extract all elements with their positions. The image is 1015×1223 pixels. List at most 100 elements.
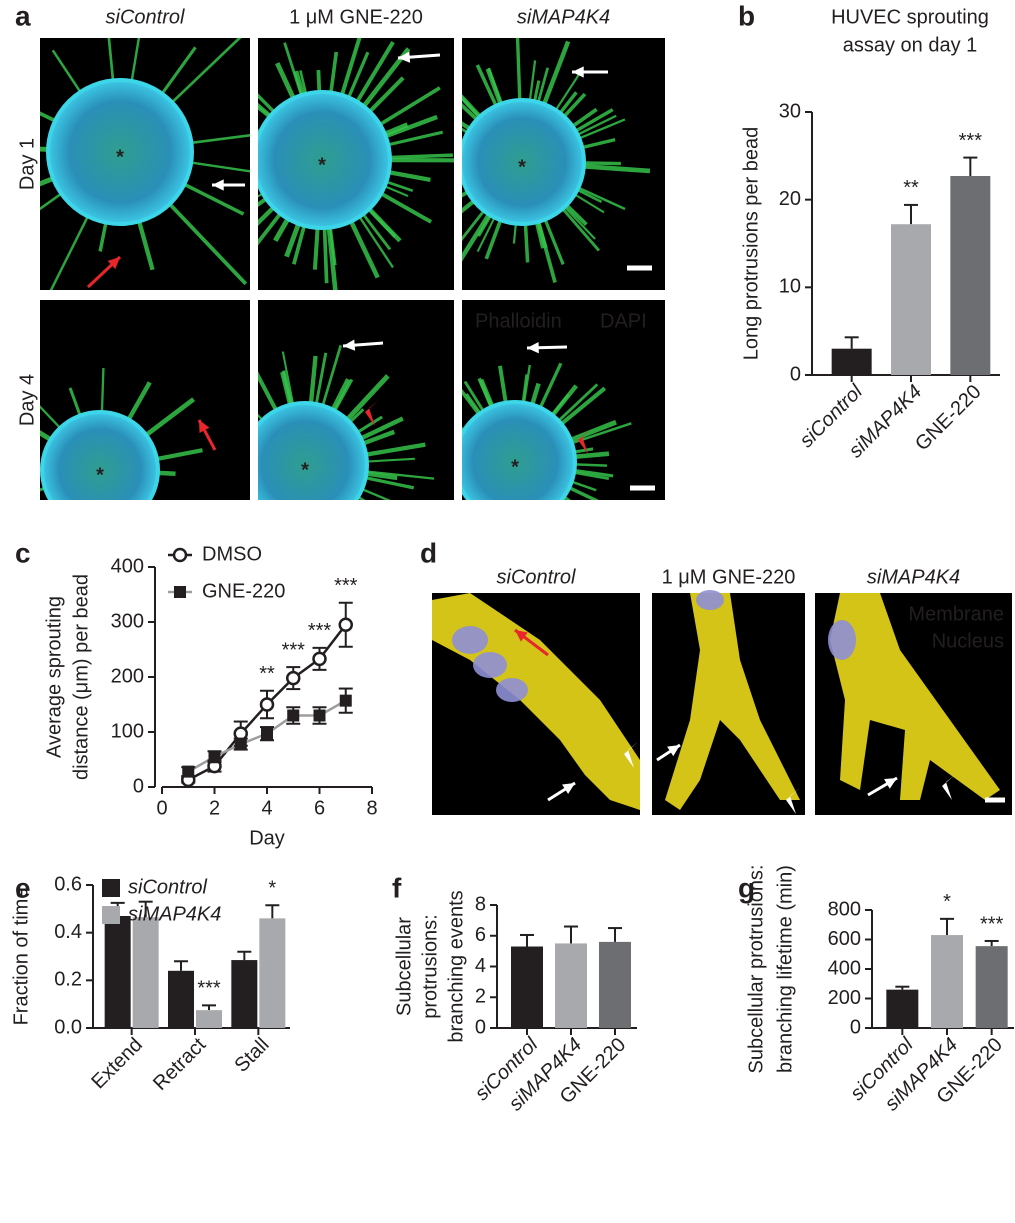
row-label: Day 4 (16, 374, 38, 426)
sprout (258, 102, 272, 117)
y-tick-label: 0 (133, 775, 144, 797)
sprout (436, 503, 471, 536)
sprout (230, 508, 260, 536)
sprout (443, 510, 479, 558)
sprout (557, 383, 599, 422)
bar (196, 1010, 222, 1028)
sprout (340, 38, 362, 96)
legend-swatch (102, 906, 120, 924)
sprout (219, 501, 255, 527)
sprout (484, 219, 503, 260)
stain-label: Phalloidin (475, 310, 562, 332)
point (339, 694, 352, 707)
sprout (522, 364, 531, 403)
arrow-head (199, 420, 210, 433)
bar (168, 970, 194, 1028)
arrow-head (572, 66, 584, 78)
point (338, 617, 353, 632)
panel-letter: g (738, 872, 755, 903)
arrow-head (343, 339, 356, 351)
sprout (345, 513, 360, 531)
arrow-head (527, 342, 539, 354)
column-title: siControl (106, 6, 185, 28)
point (259, 697, 275, 712)
arrow-head (107, 257, 120, 270)
sprout (40, 192, 63, 211)
sprout (258, 105, 271, 119)
y-tick-label: 600 (828, 928, 861, 950)
y-axis-label: Average sprouting (43, 596, 65, 758)
sprout (485, 67, 503, 105)
sprout (563, 206, 596, 240)
micrograph-content (436, 362, 632, 570)
panel-letter: a (15, 0, 31, 31)
sprout (281, 351, 295, 405)
panel-letter: c (15, 537, 31, 568)
significance: *** (308, 620, 332, 642)
sprout (358, 216, 394, 269)
bar (931, 935, 963, 1028)
arrowhead (624, 742, 638, 768)
sprout (556, 506, 588, 540)
sprout (550, 384, 578, 417)
sprout (324, 524, 334, 557)
sprout (326, 227, 338, 290)
sprout (347, 51, 370, 99)
y-axis-label: distance (μm) per bead (70, 574, 92, 780)
sprout (284, 222, 301, 258)
sprout (321, 525, 336, 581)
sprout (273, 217, 291, 242)
sprout (498, 365, 508, 404)
sprout (561, 501, 577, 515)
point (234, 738, 247, 751)
bar (831, 348, 872, 375)
bead-marker: * (511, 456, 519, 478)
point (287, 709, 300, 722)
sprout (362, 213, 392, 251)
sprout (554, 71, 582, 111)
bead (46, 78, 194, 226)
arrowhead (786, 788, 800, 814)
panel-letter: d (420, 537, 437, 568)
significance: ** (903, 177, 919, 199)
chart-title: HUVEC sprouting (831, 6, 989, 28)
column-title: 1 μM GNE-220 (289, 6, 423, 28)
legend-label: siMAP4K4 (128, 903, 221, 925)
y-tick-label: 10 (779, 276, 801, 298)
sprout (385, 180, 414, 193)
sprout (314, 352, 328, 405)
bead-marker: * (116, 146, 124, 168)
bead (258, 401, 369, 500)
legend-label: GNE-220 (202, 580, 285, 602)
sprout (462, 209, 485, 242)
sprout (571, 480, 597, 492)
sprout (560, 386, 607, 426)
sprout (338, 517, 348, 533)
sprout (379, 86, 441, 127)
y-tick-label: 200 (828, 987, 861, 1009)
y-tick-label: 30 (779, 100, 801, 122)
point (261, 727, 273, 740)
row-label: Day 1 (16, 138, 38, 190)
point (286, 670, 301, 686)
x-tick-label: GNE-220 (911, 381, 986, 456)
sprout (576, 188, 603, 204)
x-tick-label: 8 (366, 797, 377, 819)
sprout (275, 62, 296, 100)
y-axis-label: Subcellular protrusions: (745, 865, 767, 1074)
sprout (350, 508, 388, 544)
y-tick-label: 2 (475, 986, 486, 1008)
sprout (338, 518, 350, 537)
legend-swatch (102, 879, 120, 897)
legend-label: siControl (128, 876, 207, 898)
sprout (542, 40, 571, 105)
arrowhead (365, 400, 379, 426)
sprout (529, 520, 541, 567)
sprout (562, 495, 572, 500)
bead-marker: * (318, 154, 326, 176)
sprout (320, 525, 330, 564)
bead (462, 98, 586, 226)
stain-label: Nucleus (932, 630, 1004, 652)
sprout (494, 521, 503, 570)
x-tick-label: 4 (261, 797, 272, 819)
